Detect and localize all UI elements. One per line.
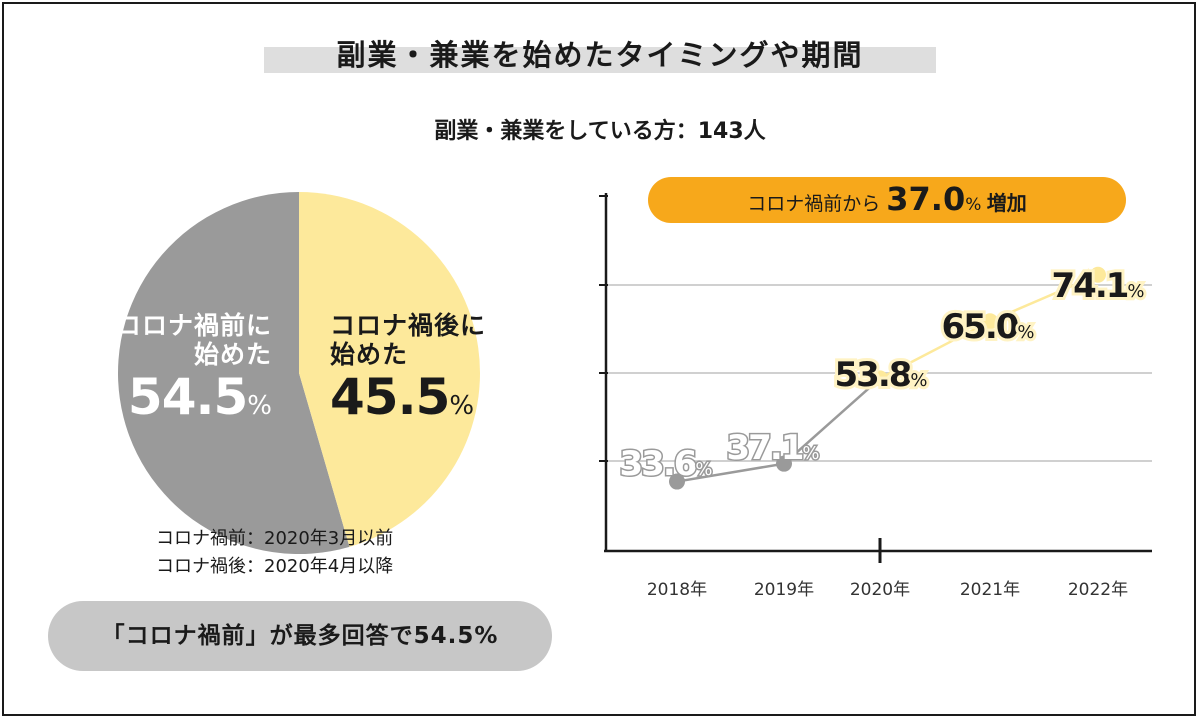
title-highlight-band bbox=[264, 47, 936, 73]
x-axis-tick-label: 2018年 bbox=[647, 580, 707, 600]
line-value-label: 74.1% bbox=[1052, 266, 1145, 306]
increase-annotation-pill bbox=[648, 177, 1126, 223]
highlight-summary-pill: 「コロナ禍前」が最多回答で54.5% bbox=[48, 601, 552, 671]
line-value-number: 53.8 bbox=[835, 355, 911, 395]
line-value-unit: % bbox=[1127, 281, 1144, 302]
pie-slice-after bbox=[299, 191, 481, 547]
definition-before: コロナ禍前：2020年3月以前 bbox=[156, 528, 394, 549]
line-value-unit: % bbox=[910, 370, 927, 391]
line-point bbox=[1090, 266, 1106, 283]
line-value-label: 33.6% bbox=[620, 444, 713, 484]
definition-after: コロナ禍後：2020年4月以降 bbox=[156, 556, 394, 577]
line-value-label: 37.1% bbox=[727, 428, 820, 468]
increase-annotation-suffix: 増加 bbox=[987, 191, 1027, 215]
line-value-unit: % bbox=[802, 443, 819, 464]
pie-label-before-line1: コロナ禍前に bbox=[115, 311, 272, 340]
line-point bbox=[872, 370, 888, 387]
x-axis-tick-label: 2021年 bbox=[960, 580, 1020, 600]
line-point bbox=[982, 313, 998, 330]
line-value-unit: % bbox=[695, 459, 712, 480]
line-value-label: 65.0% bbox=[942, 307, 1035, 347]
line-value-label: 53.8% bbox=[835, 355, 928, 395]
line-value-number: 65.0 bbox=[942, 307, 1019, 347]
increase-annotation-unit: % bbox=[965, 195, 987, 215]
increase-annotation-prefix: コロナ禍前から bbox=[747, 193, 886, 215]
pie-label-before: コロナ禍前に 始めた 54.5% bbox=[72, 311, 272, 426]
line-point bbox=[776, 455, 792, 472]
x-axis-tick-label: 2020年 bbox=[850, 580, 910, 600]
pie-label-after-line2: 始めた bbox=[330, 339, 409, 369]
pie-label-after-line1: コロナ禍後に bbox=[330, 311, 487, 340]
pie-value-before: 54.5 bbox=[127, 367, 248, 426]
line-value-unit: % bbox=[1017, 322, 1034, 343]
pie-slice-before bbox=[118, 192, 350, 554]
pie-chart bbox=[118, 191, 481, 554]
line-value-number: 37.1 bbox=[727, 428, 803, 468]
line-value-number: 74.1 bbox=[1052, 266, 1128, 306]
chart-title: 副業・兼業を始めたタイミングや期間 bbox=[336, 38, 864, 72]
line-value-number: 33.6 bbox=[620, 444, 696, 484]
pie-label-after: コロナ禍後に 始めた 45.5% bbox=[330, 311, 530, 426]
x-axis-tick-label: 2019年 bbox=[754, 580, 814, 600]
pie-unit-after: % bbox=[449, 390, 475, 421]
increase-annotation-value: 37.0 bbox=[886, 180, 965, 218]
pie-value-after: 45.5 bbox=[330, 367, 450, 426]
pie-unit-before: % bbox=[247, 390, 272, 421]
increase-annotation-text: コロナ禍前から 37.0% 増加 bbox=[747, 180, 1027, 218]
pie-label-before-line2: 始めた bbox=[193, 339, 272, 369]
line-point bbox=[669, 473, 685, 490]
respondent-count: 副業・兼業をしている方：143人 bbox=[434, 119, 766, 144]
x-axis-tick-label: 2022年 bbox=[1068, 580, 1128, 600]
